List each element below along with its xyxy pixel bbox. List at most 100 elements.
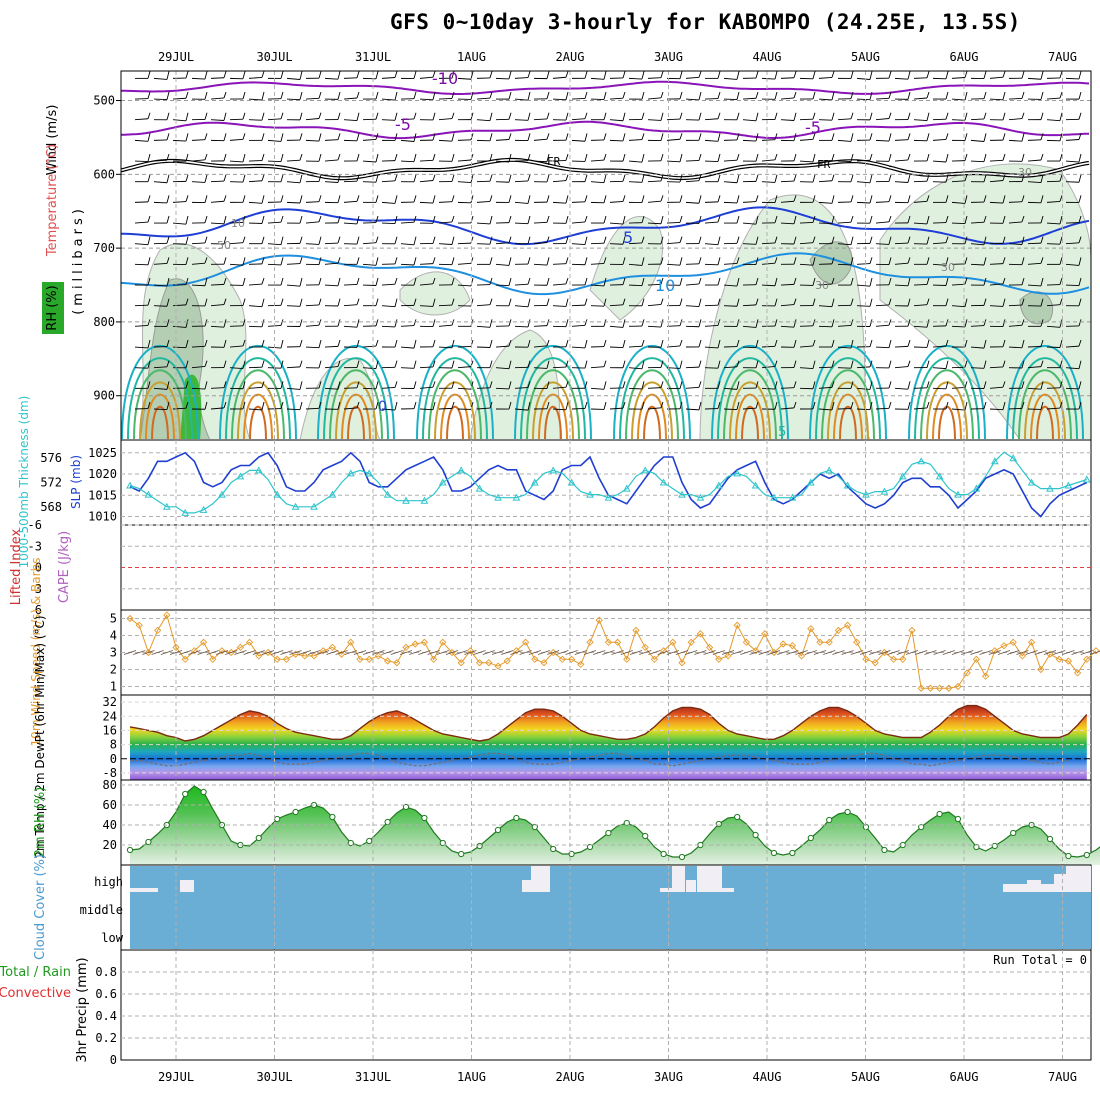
wind-barb	[134, 139, 149, 142]
wind-barb-flag	[1040, 381, 1044, 390]
rh-point	[494, 826, 502, 834]
wind-barb	[495, 284, 510, 287]
wind-barb	[818, 283, 833, 286]
wind-barb-flag	[147, 174, 151, 182]
wind-barb-flag	[223, 319, 227, 328]
wind-barb	[552, 386, 567, 389]
wind-barb-flag	[527, 133, 531, 141]
wind-barb-flag	[337, 319, 341, 327]
wind-barb-flag	[1059, 91, 1063, 99]
thickness-point	[880, 487, 889, 495]
wind-barb-flag	[660, 277, 664, 285]
wind-barb-flag	[223, 339, 227, 348]
wind-barb-flag	[755, 277, 759, 285]
wind-speed-point	[1018, 652, 1027, 660]
wind-barb-flag	[147, 133, 151, 142]
rh-panel-label: 2m RH (%)	[33, 787, 48, 858]
wind-barb-flag	[527, 401, 531, 411]
wind-barb	[894, 77, 909, 80]
wind-barb-flag	[850, 381, 854, 389]
wind-barb-flag	[945, 133, 949, 140]
wind-barb	[666, 367, 681, 369]
wind-barb	[666, 118, 681, 121]
wind-barb-flag	[299, 381, 303, 390]
wind-barb-flag	[242, 174, 246, 183]
wind-barb-flag	[318, 91, 322, 99]
wind-barb	[438, 243, 453, 245]
wind-barb	[894, 345, 909, 348]
wind-speed-point	[374, 652, 383, 660]
wind-barb-flag	[983, 257, 987, 266]
wind-barb	[552, 201, 567, 204]
wind-barb	[343, 325, 358, 328]
wind-barb-flag	[318, 401, 322, 409]
wind-barb-flag	[1002, 257, 1006, 264]
wind-barb-flag	[166, 133, 170, 141]
wind-barb-flag	[147, 277, 151, 286]
wind-barb-flag	[831, 319, 835, 327]
wind-barb-flag	[489, 360, 493, 368]
wind-barb-flag	[223, 236, 227, 245]
wind-barb	[552, 98, 567, 101]
wind-barb-flag	[565, 112, 569, 121]
wind-barb	[628, 242, 643, 245]
wind-barb	[362, 263, 377, 266]
thickness-point	[990, 457, 999, 465]
wind-barb-flag	[869, 215, 873, 224]
wind-barb-flag	[584, 174, 588, 182]
wind-barb-flag	[1040, 71, 1044, 80]
wind-barb-flag	[451, 298, 455, 306]
wind-barb-flag	[337, 360, 341, 367]
wind-barb-flag	[736, 401, 740, 410]
wind-barb-flag	[546, 174, 550, 183]
wind-barb-flag	[831, 339, 835, 348]
thickness-point	[751, 481, 760, 489]
wind-barb-flag	[850, 215, 854, 223]
wind-speed-point	[632, 626, 640, 635]
wind-barb-flag	[280, 381, 284, 389]
wind-barb-flag	[755, 71, 759, 79]
wind-barb-flag	[907, 319, 911, 327]
wind-barb-flag	[527, 319, 531, 328]
wind-barb-flag	[223, 215, 227, 224]
wind-barb-flag	[736, 381, 740, 390]
wind-barb	[514, 98, 529, 101]
wind-barb	[932, 345, 947, 348]
wind-barb-flag	[451, 215, 455, 223]
wind-barb-flag	[603, 91, 607, 100]
wind-barb-flag	[508, 360, 512, 369]
wind-barb-flag	[964, 401, 968, 411]
thickness-point	[402, 496, 410, 504]
wind-speed-point	[402, 643, 410, 652]
wind-barb	[571, 221, 586, 224]
wind-barb	[495, 160, 510, 163]
wind-barb-flag	[907, 71, 911, 80]
wind-barb-flag	[679, 257, 683, 266]
wind-barb-flag	[907, 133, 911, 140]
rh-label-30c: 30	[815, 279, 829, 292]
wind-barb-10m	[344, 650, 357, 655]
wind-speed-point	[558, 655, 567, 663]
cloud-gap	[522, 880, 532, 892]
lifted-index-axis-label: Lifted Index	[9, 528, 24, 605]
wind-barb-flag	[337, 257, 341, 264]
wind-barb-flag	[147, 339, 151, 349]
wind-barb	[400, 139, 415, 142]
wind-speed-point	[825, 638, 833, 646]
thickness-point	[714, 481, 723, 489]
wind-barb	[875, 324, 890, 327]
contour-warm	[809, 345, 887, 439]
wind-barb-flag	[204, 360, 208, 367]
thickness-point	[512, 493, 521, 501]
wind-barb-flag	[603, 257, 607, 264]
wind-barb	[1008, 324, 1023, 327]
wind-barb-flag	[945, 381, 949, 389]
wind-barb-flag	[451, 277, 455, 285]
wind-barb-flag	[869, 91, 873, 100]
wind-barb-flag	[1021, 401, 1025, 409]
wind-barb-flag	[356, 401, 360, 409]
wind-barb-flag	[299, 298, 303, 307]
contour-warm	[538, 393, 568, 439]
wind-barb	[970, 325, 985, 327]
